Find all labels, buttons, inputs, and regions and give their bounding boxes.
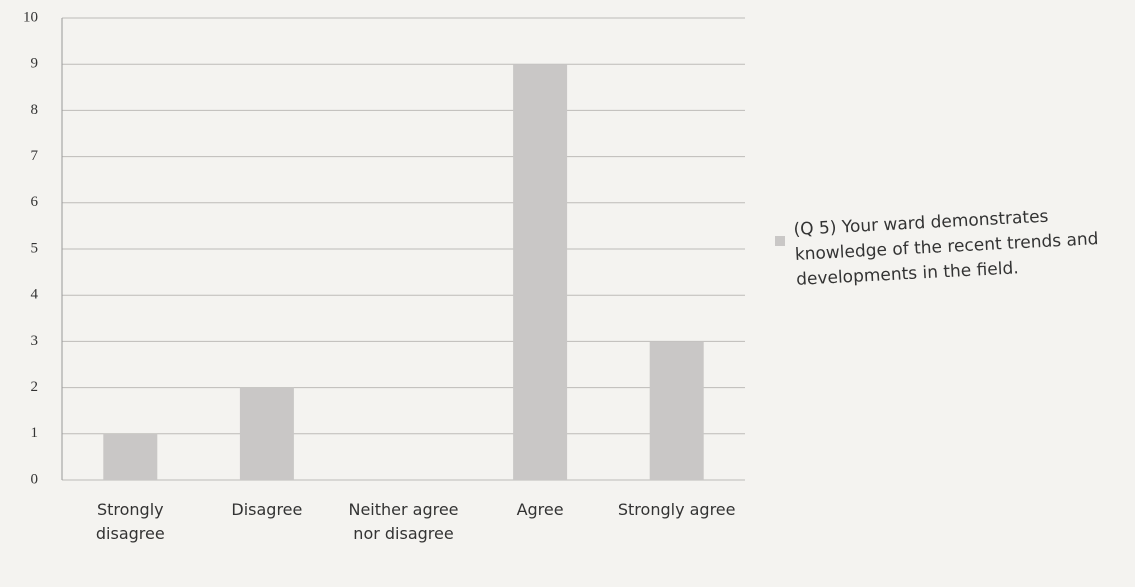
y-tick-label: 10 bbox=[23, 9, 38, 25]
bar bbox=[103, 433, 158, 480]
x-tick-label: Agree bbox=[516, 500, 564, 519]
y-tick-label: 0 bbox=[31, 471, 39, 487]
y-tick-label: 3 bbox=[31, 333, 39, 349]
bar bbox=[649, 341, 704, 480]
x-tick-label: Disagree bbox=[231, 500, 303, 519]
y-tick-label: 4 bbox=[31, 287, 39, 303]
y-tick-label: 5 bbox=[31, 240, 39, 256]
y-tick-label: 1 bbox=[31, 425, 39, 441]
y-tick-label: 7 bbox=[31, 148, 39, 164]
y-tick-label: 9 bbox=[31, 56, 39, 72]
x-tick-label: Strongly disagree bbox=[95, 500, 165, 543]
bar bbox=[513, 64, 568, 480]
y-tick-label: 8 bbox=[31, 102, 39, 118]
x-tick-label: Strongly agree bbox=[617, 500, 736, 519]
y-tick-label: 2 bbox=[31, 379, 39, 395]
legend-swatch bbox=[775, 236, 785, 246]
y-tick-label: 6 bbox=[31, 194, 39, 210]
x-tick-label: Neither agree nor disagree bbox=[348, 500, 459, 543]
bar bbox=[239, 387, 294, 480]
